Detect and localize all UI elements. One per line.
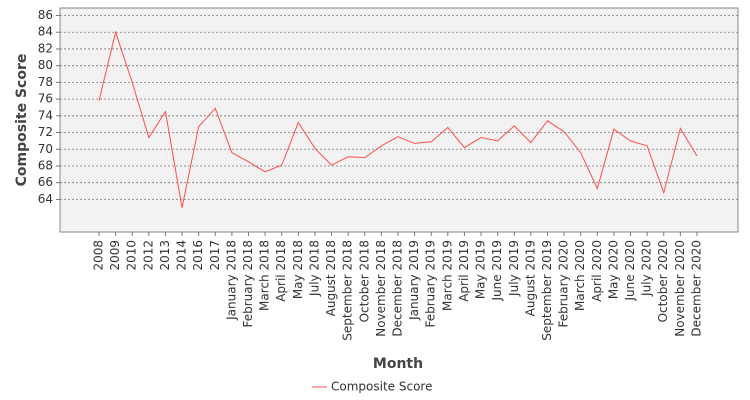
y-tick-label: 72 <box>38 125 53 139</box>
x-tick-label: August 2019 <box>523 240 537 316</box>
x-tick-label: 2016 <box>191 240 205 271</box>
x-tick-label: January 2018 <box>224 240 238 321</box>
x-axis-title: Month <box>373 356 423 372</box>
y-tick-label: 76 <box>38 92 53 106</box>
x-tick-label: May 2018 <box>291 240 305 299</box>
x-tick-label: December 2020 <box>689 240 703 337</box>
x-tick-label: 2010 <box>125 240 139 271</box>
y-tick-label: 82 <box>38 41 53 55</box>
x-tick-label: 2012 <box>141 240 155 271</box>
x-tick-label: November 2020 <box>673 240 687 337</box>
y-tick-label: 84 <box>38 25 53 39</box>
x-tick-label: July 2020 <box>640 240 654 297</box>
x-tick-label: January 2019 <box>407 240 421 321</box>
x-tick-label: August 2018 <box>324 240 338 316</box>
plot-area <box>59 7 739 233</box>
x-tick-label: July 2019 <box>507 240 521 297</box>
x-tick-label: September 2019 <box>540 240 554 341</box>
legend-label: Composite Score <box>331 380 432 394</box>
x-tick-label: September 2018 <box>341 240 355 341</box>
x-tick-label: April 2018 <box>274 240 288 302</box>
x-tick-label: October 2020 <box>656 240 670 322</box>
y-tick-label: 64 <box>38 192 53 206</box>
x-tick-label: December 2018 <box>390 240 404 337</box>
x-tick-label: April 2020 <box>590 240 604 302</box>
y-tick-label: 66 <box>38 175 53 189</box>
x-tick-label: October 2018 <box>357 240 371 322</box>
x-tick-label: February 2018 <box>241 240 255 328</box>
x-tick-label: 2017 <box>208 240 222 271</box>
y-tick-label: 80 <box>38 58 53 72</box>
y-tick-label: 68 <box>38 158 53 172</box>
y-tick-label: 70 <box>38 142 53 156</box>
x-tick-label: 2008 <box>92 240 106 271</box>
y-tick-label: 86 <box>38 8 53 22</box>
x-tick-label: May 2020 <box>606 240 620 299</box>
x-tick-label: 2009 <box>108 240 122 271</box>
x-tick-label: March 2018 <box>258 240 272 311</box>
x-tick-label: March 2019 <box>440 240 454 311</box>
y-axis-title: Composite Score <box>14 54 30 187</box>
x-tick-label: November 2018 <box>374 240 388 337</box>
x-tick-label: March 2020 <box>573 240 587 311</box>
x-tick-label: July 2018 <box>307 240 321 297</box>
data-line <box>98 30 698 208</box>
y-tick-label: 78 <box>38 75 53 89</box>
y-tick-label: 74 <box>38 108 53 122</box>
x-tick-label: February 2020 <box>557 240 571 328</box>
x-tick-label: June 2019 <box>490 240 504 302</box>
x-tick-label: February 2019 <box>424 240 438 328</box>
x-tick-label: 2014 <box>175 240 189 271</box>
x-tick-label: 2013 <box>158 240 172 271</box>
x-tick-label: June 2020 <box>623 240 637 302</box>
x-tick-label: April 2019 <box>457 240 471 302</box>
x-tick-label: May 2019 <box>474 240 488 299</box>
